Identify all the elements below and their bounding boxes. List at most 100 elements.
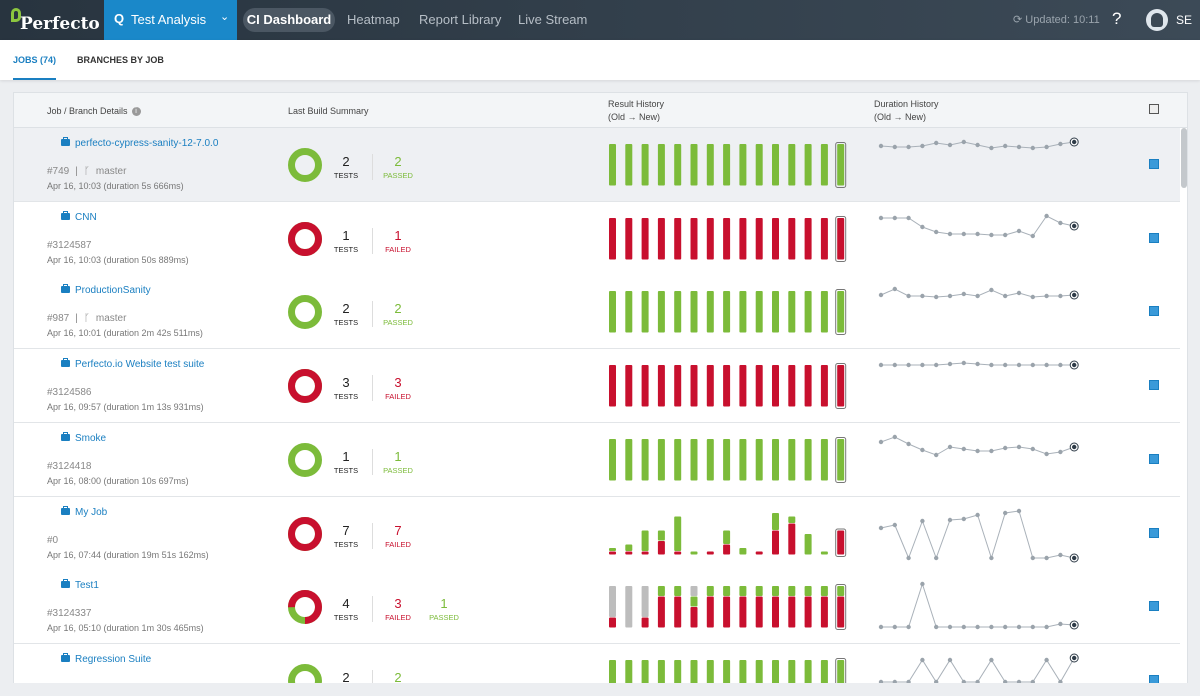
duration-point [920,447,925,452]
job-name-link[interactable]: Test1 [61,579,99,592]
duration-sparkline [878,137,1079,151]
job-name-link[interactable]: My Job [61,505,108,518]
duration-point [1016,228,1022,233]
header-result-history: Result History [608,99,665,109]
job-name[interactable]: Regression Suite [75,653,152,665]
bar-passed [820,291,828,333]
job-name-link[interactable]: Perfecto.io Website test suite [61,358,205,371]
column-settings-icon[interactable] [1149,104,1159,114]
duration-point [934,679,939,685]
duration-point [989,362,994,368]
row-details-icon[interactable] [1149,380,1159,391]
job-name-link[interactable]: Smoke [61,431,107,444]
duration-point [920,657,925,663]
latest-bar-highlight [835,657,847,695]
bar-skipped [625,586,633,628]
scrollbar[interactable] [1181,128,1187,188]
duration-sparkline [878,653,1079,685]
nav-live-stream[interactable]: Live Stream [518,12,588,27]
logo-text: Perfecto [20,14,100,34]
top-nav: Perfecto Q Test Analysis ⌄ CI Dashboard He… [0,0,1200,40]
bar-failed [674,596,682,628]
tab-branches-by-job[interactable]: BRANCHES BY JOB [77,55,164,65]
bar-passed [723,438,731,481]
table-row[interactable]: ProductionSanity #987 | ᚴ master Apr 16, 10:0… [14,275,1180,350]
job-name-link[interactable]: Regression Suite [61,652,152,665]
row-details-icon[interactable] [1149,601,1159,612]
table-row[interactable]: perfecto-cypress-sanity-12-7.0.0 #749 | ᚴ ma… [14,128,1180,202]
row-details-icon[interactable] [1149,232,1159,243]
info-icon[interactable]: i [131,107,141,116]
section-dropdown[interactable]: Q Test Analysis ⌄ [104,0,237,40]
duration-point [934,362,939,368]
bar-passed [690,551,698,554]
duration-point [906,294,911,299]
build-number: #3124586 [47,387,92,399]
header-result-sub: (Old → New) [608,112,661,122]
duration-sparkline [878,213,1079,238]
duration-point [1058,449,1063,454]
duration-point [1003,624,1008,630]
help-button[interactable]: ? [1112,9,1122,28]
briefcase-icon [61,431,70,441]
duration-point [975,448,980,453]
briefcase-icon [61,210,70,220]
briefcase-icon [61,579,70,589]
donut-failed-arc [288,369,322,404]
table-row[interactable]: Perfecto.io Website test suite #3124586 Ap… [14,349,1180,424]
passed-count: 2 [394,154,402,169]
bar-failed [804,596,812,628]
duration-point [878,525,884,530]
job-name-link[interactable]: ProductionSanity [61,284,151,297]
job-name[interactable]: My Job [75,506,108,518]
duration-point [1072,444,1077,449]
tab-jobs[interactable]: JOBS (74) [13,55,57,80]
row-details-icon[interactable] [1149,159,1159,169]
job-name[interactable]: Test1 [75,580,99,592]
row-details-icon[interactable] [1149,527,1159,538]
passed-label: PASSED [383,318,413,328]
failed-label: FAILED [385,613,411,623]
table-row[interactable]: Test1 #3124337 Apr 16, 05:10 (duration 1m … [14,570,1180,645]
chevron-down-icon: ⌄ [220,11,230,23]
job-name-link[interactable]: perfecto-cypress-sanity-12-7.0.0 [61,137,219,149]
donut-passed-arc [288,295,322,330]
job-name[interactable]: perfecto-cypress-sanity-12-7.0.0 [75,138,219,149]
job-name-link[interactable]: CNN [61,210,97,223]
branch-icon: ᚴ [83,166,90,177]
duration-point [1044,657,1049,663]
bar-failed [657,540,665,554]
build-date: Apr 16, 10:03 (duration 5s 666ms) [47,181,184,191]
user-initials[interactable]: SE [1176,13,1193,27]
latest-bar-highlight [835,584,847,631]
row-details-icon[interactable] [1149,306,1159,317]
bar-passed [772,586,779,597]
bar-passed [788,144,796,186]
tests-label: TESTS [333,392,359,402]
table-row[interactable]: CNN #3124587 Apr 16, 10:03 (duration 50s 8… [14,201,1180,276]
bar-failed [674,551,682,554]
bar-passed [837,586,845,597]
bar-passed [625,438,633,481]
nav-heatmap[interactable]: Heatmap [347,12,400,27]
bar-passed [706,291,714,333]
table-row[interactable]: Smoke #3124418 Apr 16, 08:00 (duration 10s… [14,422,1180,497]
job-name[interactable]: Smoke [75,432,107,444]
updated-status[interactable]: ⟳ Updated: 10:11 [1013,13,1100,26]
table-row[interactable]: My Job #0 Apr 16, 07:44 (duration 19m 51s … [14,496,1180,571]
nav-ci-dashboard[interactable]: CI Dashboard [243,8,335,32]
job-name[interactable]: CNN [75,211,97,223]
divider [372,522,373,549]
perfecto-logo[interactable]: Perfecto [8,8,103,34]
duration-point [934,140,939,146]
avatar[interactable] [1146,9,1168,31]
duration-point [878,439,884,444]
bar-failed [837,365,845,407]
job-name[interactable]: ProductionSanity [75,285,151,297]
result-history-chart [609,436,847,483]
job-name[interactable]: Perfecto.io Website test suite [75,359,205,371]
bar-passed [690,596,698,607]
nav-report-library[interactable]: Report Library [419,12,502,27]
row-details-icon[interactable] [1149,453,1159,464]
duration-point [1016,291,1022,296]
